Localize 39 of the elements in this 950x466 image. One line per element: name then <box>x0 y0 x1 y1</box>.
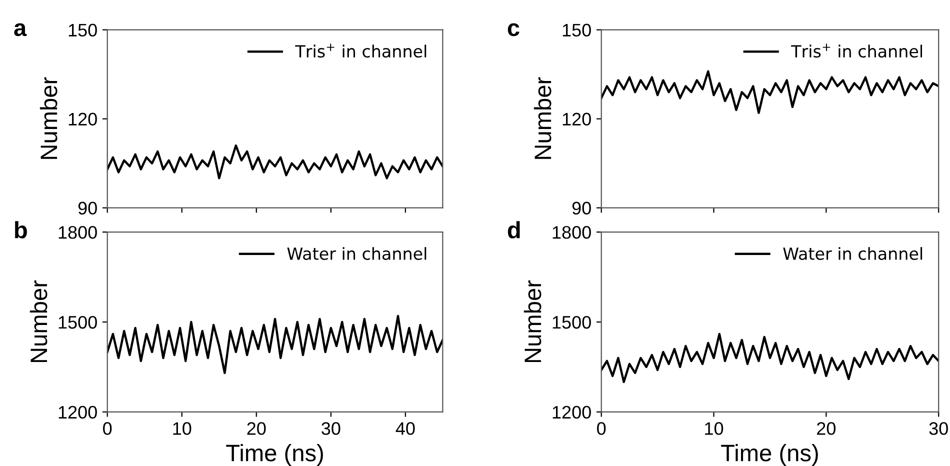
x-tick-label: 10 <box>173 422 192 435</box>
x-axis-title: Time (ns) <box>721 444 818 466</box>
legend-label: Tris$^{+}$ in channel <box>791 44 922 58</box>
line-series <box>601 70 939 114</box>
x-tick-label: 40 <box>396 422 415 435</box>
y-tick-label: 1500 <box>552 316 591 329</box>
y-tick-label: 120 <box>562 112 591 126</box>
y-axis-title: Number <box>30 280 48 362</box>
x-tick-label: 0 <box>103 422 112 435</box>
y-tick-label: 150 <box>562 24 591 37</box>
x-axis-title: Time (ns) <box>226 444 323 466</box>
x-tick-label: 20 <box>817 422 836 435</box>
chart-title: b <box>15 221 27 238</box>
y-axis-title: Number <box>40 77 58 159</box>
y-tick-label: 120 <box>68 112 97 126</box>
chart-title: d <box>508 221 520 238</box>
y-tick-label: 1800 <box>58 226 97 239</box>
y-tick-label: 1200 <box>58 406 97 419</box>
y-axis-title: Number <box>534 77 552 159</box>
x-tick-label: 30 <box>322 422 340 435</box>
legend-label: Tris$^{+}$ in channel <box>295 44 426 58</box>
chart-title: a <box>14 23 27 36</box>
y-tick-label: 1200 <box>552 406 591 419</box>
line-series <box>107 144 443 180</box>
y-axis-title: Number <box>524 280 542 362</box>
line-series <box>107 314 443 374</box>
legend-label: Water in channel <box>287 247 426 260</box>
line-series <box>601 332 939 384</box>
y-tick-label: 1500 <box>58 316 97 329</box>
x-tick-label: 20 <box>247 422 266 435</box>
y-tick-label: 1800 <box>552 226 591 239</box>
legend-label: Water in channel <box>783 247 922 260</box>
x-tick-label: 0 <box>597 422 606 435</box>
x-tick-label: 10 <box>705 422 724 435</box>
y-tick-label: 90 <box>572 202 591 215</box>
y-tick-label: 90 <box>78 202 97 215</box>
chart-title: c <box>508 23 520 36</box>
x-tick-label: 30 <box>929 422 948 435</box>
y-tick-label: 150 <box>68 24 97 37</box>
